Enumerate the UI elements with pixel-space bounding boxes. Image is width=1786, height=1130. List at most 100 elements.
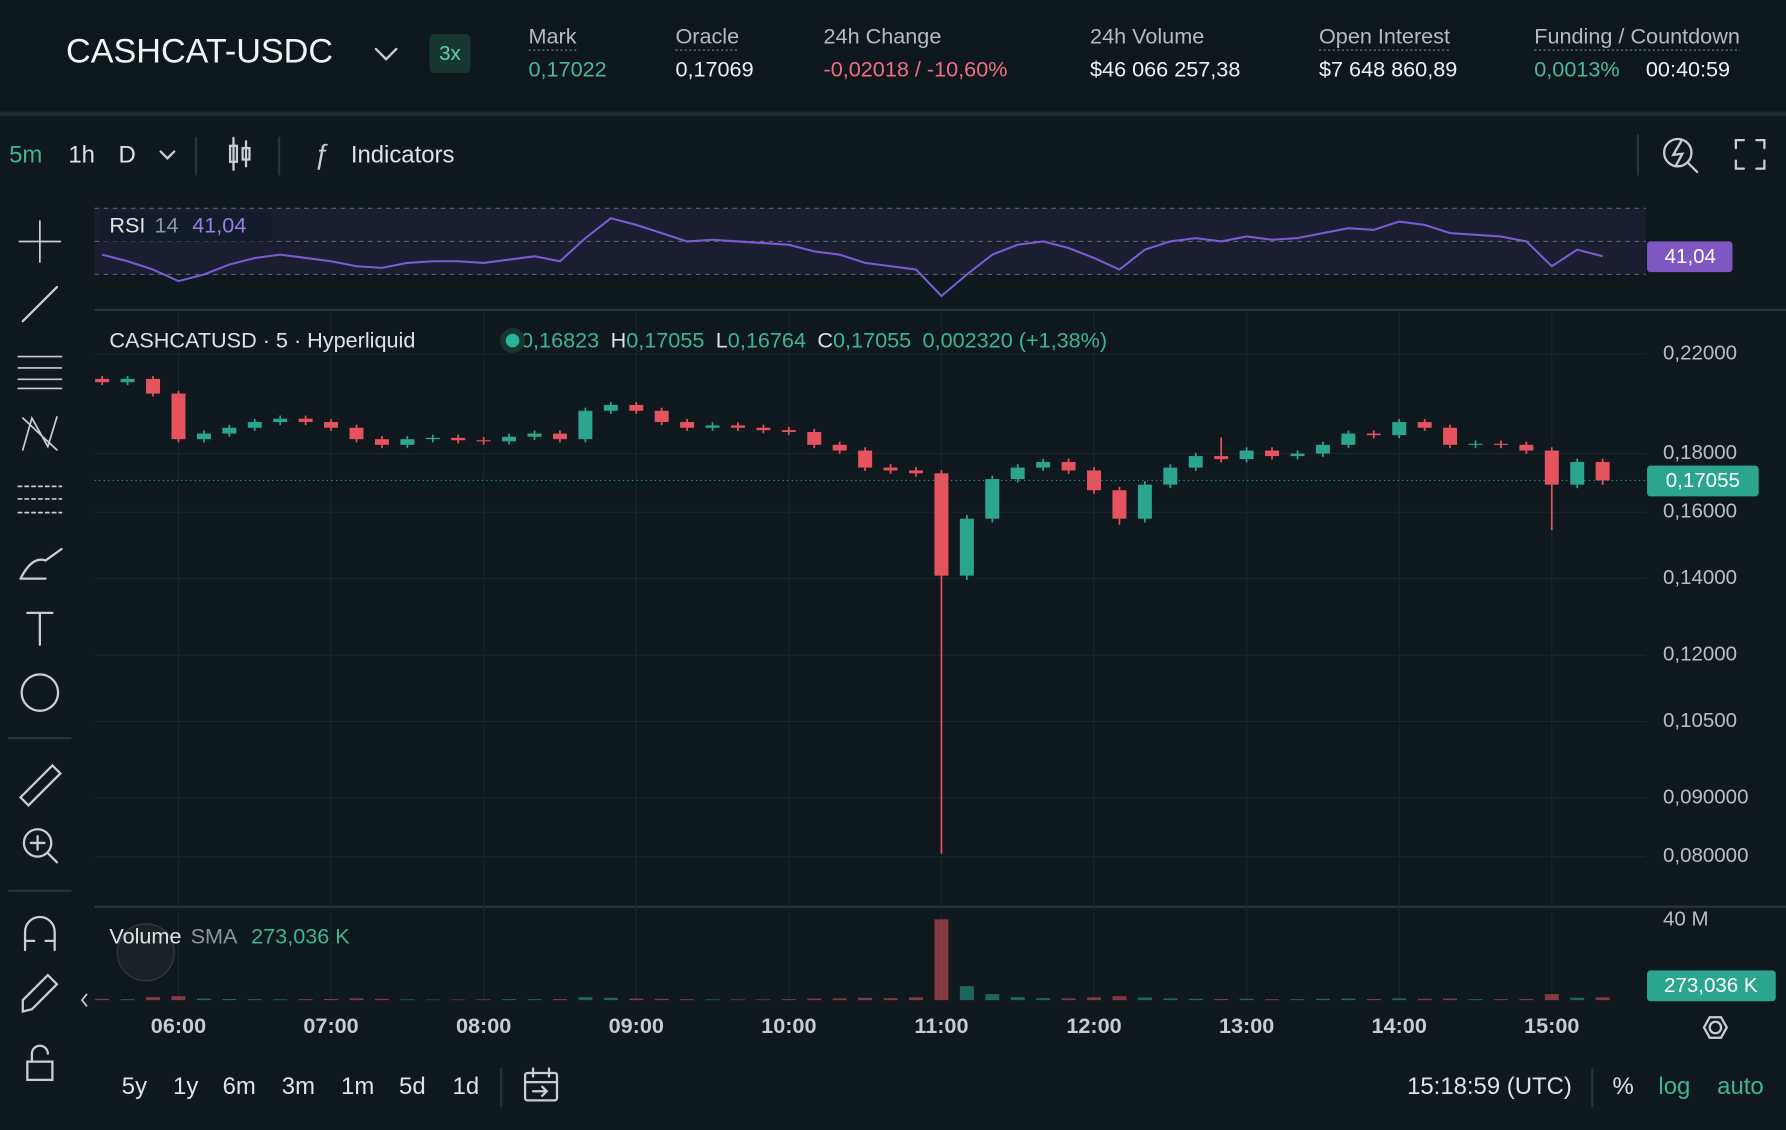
y-tick-label: 0,10500 [1663,709,1737,732]
candle-body [196,433,211,440]
crosshair-tool[interactable] [18,220,62,263]
candle-body [1137,484,1152,519]
settings-icon[interactable] [1702,1016,1729,1039]
leverage-badge[interactable] [429,34,471,73]
fullscreen-icon[interactable] [1734,138,1766,170]
volume-bar [1112,996,1127,1001]
interval-button[interactable]: D [118,141,135,168]
volume-bar [1417,998,1432,1001]
lock-tool[interactable] [26,1044,54,1082]
volume-bar [934,919,949,1001]
volume-bar [400,999,415,1001]
volume-bar [959,986,974,1001]
candle-body [1595,461,1610,481]
legend-l-label: L [716,327,728,352]
stats: Mark 0,17022 Oracle 0,17069 24h Change -0,020… [528,23,1740,81]
interval-button[interactable]: 1h [68,141,95,168]
zoom-tool[interactable] [22,828,59,864]
volume-tick-label: 40 M [1663,908,1709,931]
volume-bar [1544,994,1559,1001]
volume-bar [502,999,517,1001]
range-button[interactable]: 1d [453,1073,480,1100]
rsi-pane: 41,04 [94,207,1733,298]
volume-bar [781,999,796,1001]
projection-tool[interactable] [17,485,63,514]
emoji-tool[interactable] [20,673,60,712]
range-button[interactable]: 5d [399,1073,426,1100]
candle-body [730,425,745,428]
candle-body [298,418,313,423]
lock-drawing-tool[interactable] [21,973,59,1013]
status-dot [505,333,520,348]
symbol[interactable]: CASHCAT-USDC [66,33,333,71]
candle-body [222,427,237,434]
candle-body [1188,456,1203,468]
volume-bar [171,996,186,1001]
stat-label: Open Interest [1319,23,1450,48]
leverage[interactable]: 3x [439,42,461,65]
volume-bar [705,999,720,1001]
candle-body [1392,422,1407,436]
interval-button[interactable]: 5m [9,141,42,168]
pattern-tool[interactable] [21,415,58,451]
x-tick-label: 08:00 [456,1013,511,1038]
sma-badge-label: 273,036 K [1664,974,1758,997]
candle-body [95,378,110,383]
stat-extra: 00:40:59 [1646,56,1730,81]
volume-bar [909,997,923,1001]
text-tool[interactable] [26,611,54,646]
y-tick-label: 0,18000 [1663,441,1737,464]
trendline-tool[interactable] [21,285,59,323]
volume-bar [1214,998,1229,1001]
range-button[interactable]: 1m [341,1073,374,1100]
volume-bar [476,999,491,1001]
range-button[interactable]: 6m [223,1073,256,1100]
candle-body [1163,467,1178,485]
volume-bar [247,999,262,1001]
range-button[interactable]: 1y [173,1073,198,1100]
volume-bar [1493,999,1508,1001]
interval-chevron[interactable] [159,150,176,160]
drawing-tools [7,220,88,1082]
ruler-tool[interactable] [18,763,62,807]
scale-option[interactable]: % [1612,1073,1633,1100]
candle-body [883,467,898,471]
chart-type-icon[interactable] [228,136,251,171]
indicators-button[interactable]: Indicators [351,141,455,168]
candle-body [1544,450,1559,485]
alert-icon[interactable] [1662,137,1699,174]
stat-label: Funding / Countdown [1534,23,1740,48]
candle-body [756,427,771,431]
volume-name: Volume [109,923,181,948]
symbol-chevron[interactable] [374,47,398,61]
fib-tool[interactable] [17,355,63,390]
candle-body [349,427,364,440]
volume-bar [374,998,389,1001]
scale-option[interactable]: log [1658,1073,1690,1100]
x-tick-label: 11:00 [914,1013,968,1038]
candle-body [451,437,466,441]
range-button[interactable]: 3m [282,1073,315,1100]
range-button[interactable]: 5y [122,1073,147,1100]
volume-bar [451,999,466,1001]
candle-body [247,422,262,428]
candle-body [832,444,847,451]
volume-bar [1290,999,1305,1001]
date-range-icon[interactable] [523,1067,559,1102]
x-tick-label: 09:00 [609,1013,664,1038]
candle-body [1417,422,1432,428]
collapse-arrow[interactable] [80,993,88,1007]
volume-bar [985,994,1000,1001]
fx-icon[interactable]: ƒ [314,138,329,169]
brush-tool[interactable] [19,547,63,580]
candle-body [603,404,618,411]
volume-bar [1519,998,1534,1001]
magnet-tool[interactable] [23,915,56,952]
stat-label: 24h Change [824,23,942,48]
scale-option[interactable]: auto [1717,1073,1764,1100]
last-price-badge [1647,465,1759,497]
volume-bar [120,999,135,1001]
legend-c: 0,17055 [833,327,911,352]
candle-body [171,393,186,440]
